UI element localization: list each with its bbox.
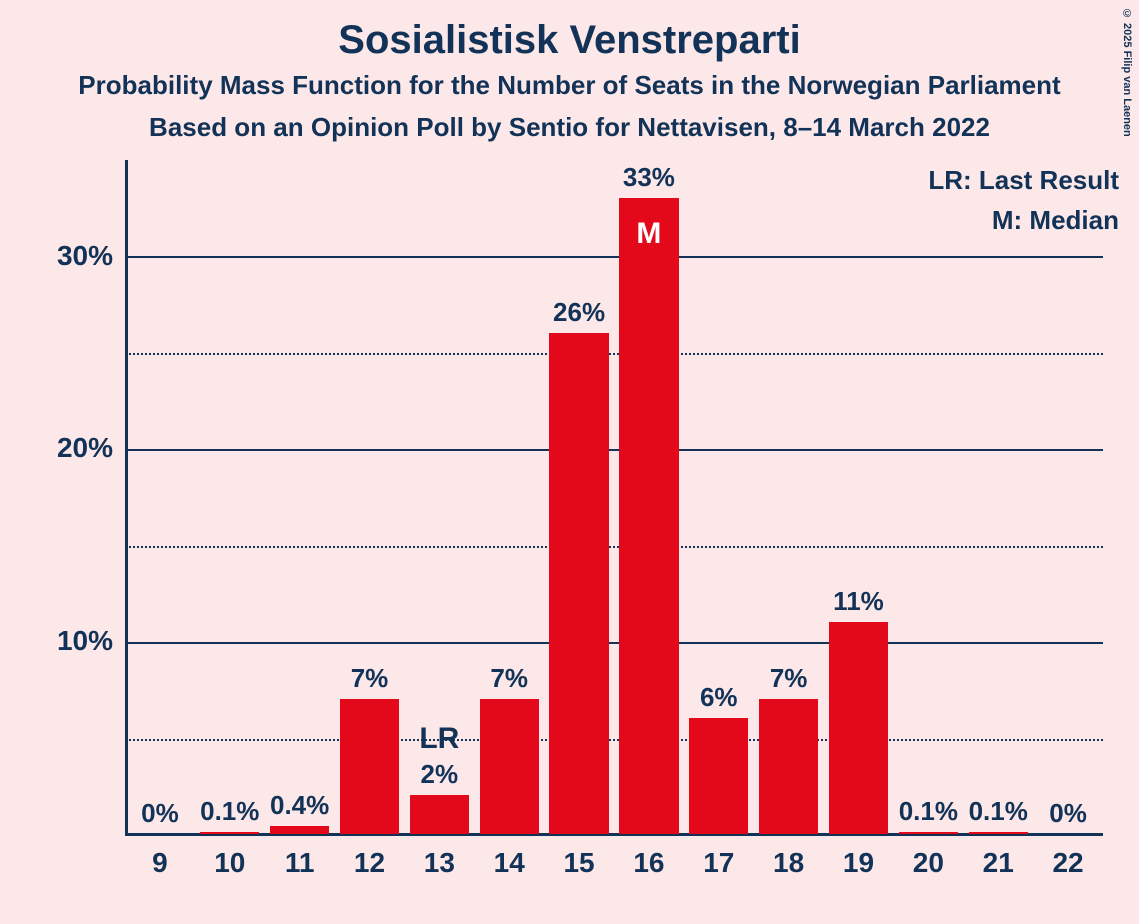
- bar: [410, 795, 469, 834]
- bar: [759, 699, 818, 834]
- bar-value-label: 7%: [474, 663, 544, 694]
- y-axis: [125, 160, 128, 835]
- bar: [899, 832, 958, 834]
- x-tick-label: 19: [824, 847, 894, 879]
- gridline-minor: [125, 739, 1103, 741]
- chart-subtitle-1: Probability Mass Function for the Number…: [0, 70, 1139, 101]
- x-tick-label: 10: [195, 847, 265, 879]
- bar-value-label: 6%: [684, 682, 754, 713]
- bar: [340, 699, 399, 834]
- copyright-text: © 2025 Filip van Laenen: [1121, 8, 1133, 137]
- bar-chart: 10%20%30%0%90.1%100.4%117%122%137%1426%1…: [125, 160, 1103, 835]
- bar-value-label: 2%: [404, 759, 474, 790]
- x-tick-label: 21: [963, 847, 1033, 879]
- x-tick-label: 16: [614, 847, 684, 879]
- bar-value-label: 0.4%: [265, 790, 335, 821]
- x-tick-label: 18: [754, 847, 824, 879]
- y-tick-label: 20%: [33, 432, 113, 464]
- x-tick-label: 14: [474, 847, 544, 879]
- y-tick-label: 10%: [33, 625, 113, 657]
- bar: [270, 826, 329, 834]
- bar: [969, 832, 1028, 834]
- x-tick-label: 17: [684, 847, 754, 879]
- bar-value-label: 33%: [614, 162, 684, 193]
- bar-value-label: 26%: [544, 297, 614, 328]
- gridline-major: [125, 642, 1103, 644]
- median-marker: M: [614, 217, 684, 251]
- x-tick-label: 20: [893, 847, 963, 879]
- gridline-minor: [125, 353, 1103, 355]
- bar: [829, 622, 888, 834]
- bar: [480, 699, 539, 834]
- x-tick-label: 12: [335, 847, 405, 879]
- bar-value-label: 7%: [335, 663, 405, 694]
- bar-value-label: 0%: [125, 798, 195, 829]
- bar: [200, 832, 259, 834]
- gridline-minor: [125, 546, 1103, 548]
- x-tick-label: 15: [544, 847, 614, 879]
- x-tick-label: 9: [125, 847, 195, 879]
- gridline-major: [125, 449, 1103, 451]
- gridline-major: [125, 256, 1103, 258]
- chart-subtitle-2: Based on an Opinion Poll by Sentio for N…: [0, 112, 1139, 143]
- x-tick-label: 22: [1033, 847, 1103, 879]
- bar-value-label: 0%: [1033, 798, 1103, 829]
- chart-title: Sosialistisk Venstreparti: [0, 18, 1139, 63]
- bar: [619, 198, 678, 834]
- bar-value-label: 0.1%: [963, 796, 1033, 827]
- y-tick-label: 30%: [33, 240, 113, 272]
- bar-value-label: 0.1%: [195, 796, 265, 827]
- bar: [549, 333, 608, 834]
- last-result-marker: LR: [404, 722, 474, 756]
- bar-value-label: 7%: [754, 663, 824, 694]
- x-tick-label: 11: [265, 847, 335, 879]
- bar-value-label: 0.1%: [893, 796, 963, 827]
- x-tick-label: 13: [404, 847, 474, 879]
- bar: [689, 718, 748, 834]
- bar-value-label: 11%: [824, 586, 894, 617]
